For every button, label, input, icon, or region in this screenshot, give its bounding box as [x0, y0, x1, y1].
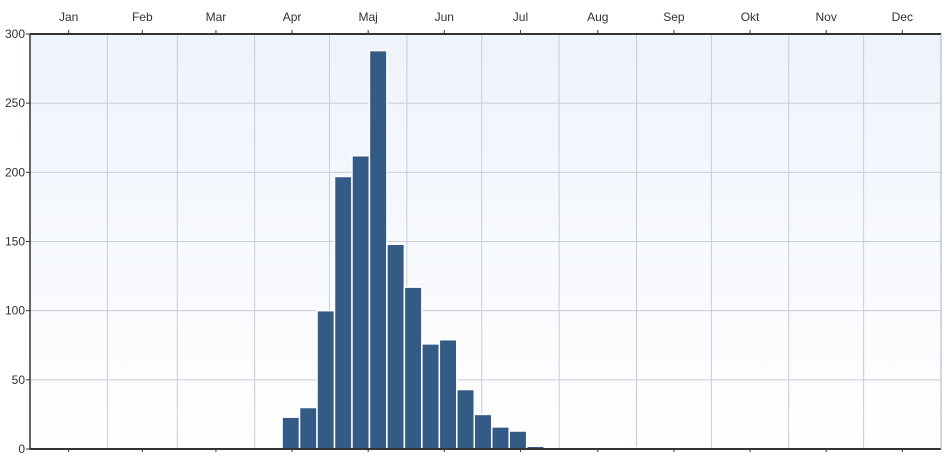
- bar-week-17: [298, 406, 318, 450]
- month-label: Jul: [513, 10, 528, 24]
- month-label: Feb: [132, 10, 153, 24]
- bar-week-19: [333, 175, 353, 450]
- y-tick-label: 200: [5, 165, 25, 179]
- month-label: Mar: [206, 10, 227, 24]
- bar-week-29: [508, 430, 528, 450]
- bar-week-26: [456, 388, 476, 450]
- month-label: Sep: [663, 10, 685, 24]
- bar-week-20: [351, 154, 371, 450]
- month-label: Dec: [892, 10, 913, 24]
- bar-week-22: [386, 243, 406, 450]
- bar-week-21: [368, 49, 388, 450]
- bar-week-25: [438, 338, 458, 450]
- bar-week-16: [281, 416, 301, 450]
- bar-week-27: [473, 413, 493, 450]
- month-label: Apr: [283, 10, 302, 24]
- y-tick-label: 150: [5, 235, 25, 249]
- bar-week-24: [421, 343, 441, 450]
- y-tick-label: 50: [12, 373, 26, 387]
- y-tick-label: 300: [5, 27, 25, 41]
- month-label: Jun: [435, 10, 454, 24]
- axes: [26, 30, 942, 452]
- tick-labels: 0 50 100 150 200 250 300 Jan Feb Mar Apr Maj Jun Jul A…: [5, 10, 913, 456]
- bar-week-28: [490, 426, 510, 450]
- month-label: Jan: [59, 10, 78, 24]
- month-label: Nov: [816, 10, 837, 24]
- y-tick-label: 250: [5, 96, 25, 110]
- bar-week-23: [403, 286, 423, 450]
- y-tick-label: 100: [5, 304, 25, 318]
- month-label: Aug: [587, 10, 608, 24]
- month-label: Okt: [741, 10, 760, 24]
- month-label: Maj: [359, 10, 378, 24]
- y-tick-label: 0: [18, 442, 25, 456]
- grid-lines: [30, 33, 941, 449]
- bar-week-18: [316, 309, 336, 450]
